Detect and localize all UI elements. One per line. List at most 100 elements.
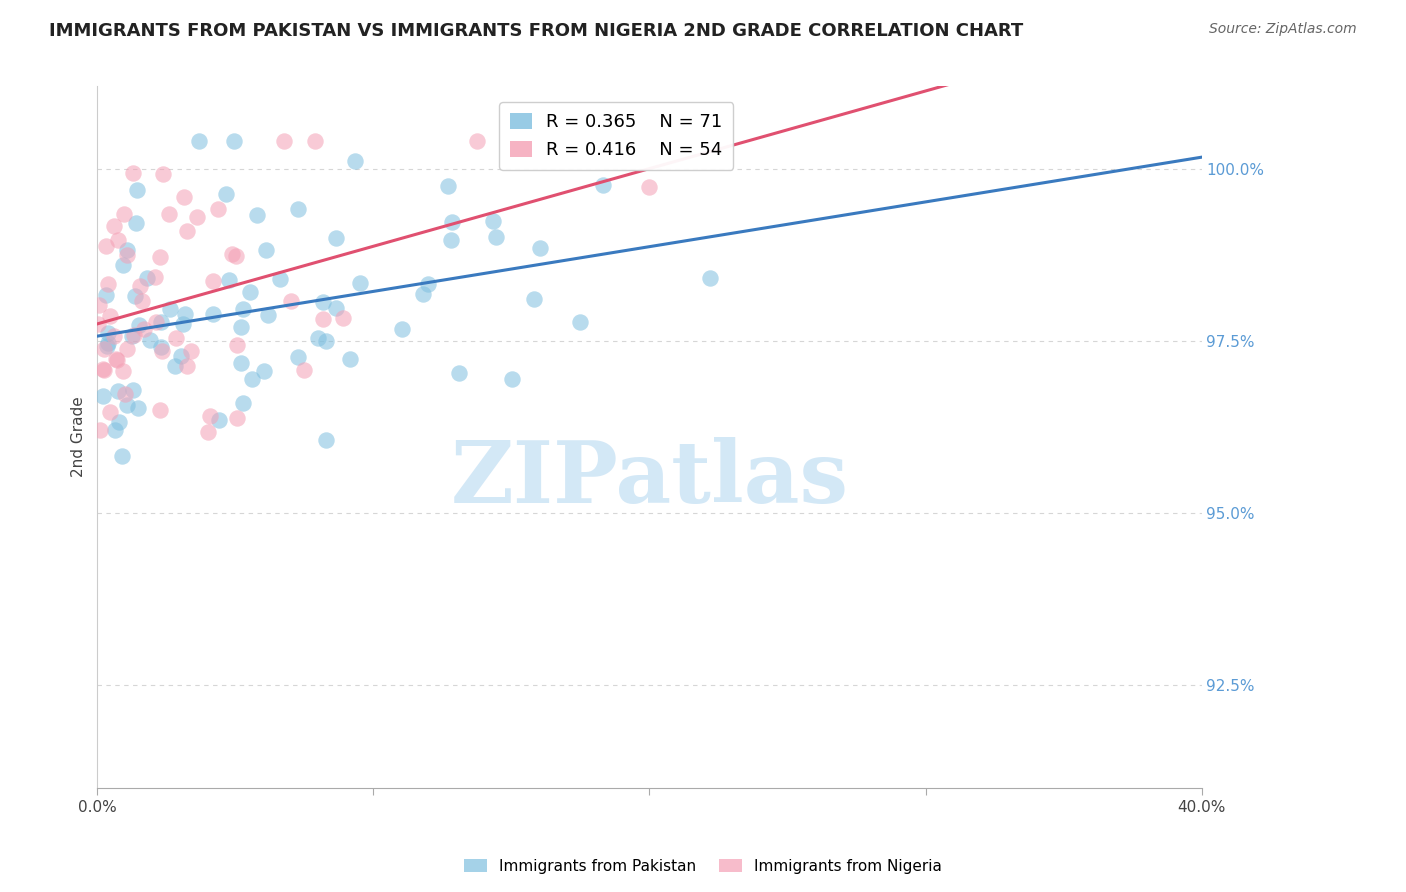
Point <box>225 249 247 263</box>
Point <box>157 207 180 221</box>
Point <box>592 178 614 193</box>
Point <box>104 423 127 437</box>
Point <box>307 331 329 345</box>
Point <box>269 271 291 285</box>
Point <box>226 337 249 351</box>
Point <box>122 166 145 180</box>
Point <box>529 241 551 255</box>
Point <box>91 389 114 403</box>
Point <box>287 202 309 216</box>
Point <box>239 285 262 300</box>
Point <box>107 384 129 399</box>
Legend: R = 0.365    N = 71, R = 0.416    N = 54: R = 0.365 N = 71, R = 0.416 N = 54 <box>499 103 734 169</box>
Point <box>169 349 191 363</box>
Y-axis label: 2nd Grade: 2nd Grade <box>72 397 86 477</box>
Point <box>111 364 134 378</box>
Point <box>312 311 335 326</box>
Point <box>112 207 135 221</box>
Point <box>115 247 138 261</box>
Point <box>312 295 335 310</box>
Point <box>304 134 326 148</box>
Point <box>197 425 219 439</box>
Point <box>93 363 115 377</box>
Point <box>149 250 172 264</box>
Point <box>121 329 143 343</box>
Point <box>159 302 181 317</box>
Point <box>94 239 117 253</box>
Point <box>412 286 434 301</box>
Point <box>165 331 187 345</box>
Point <box>93 342 115 356</box>
Point <box>115 398 138 412</box>
Point <box>501 372 523 386</box>
Point <box>440 214 463 228</box>
Point <box>180 344 202 359</box>
Point <box>440 233 463 247</box>
Point <box>224 134 246 148</box>
Point <box>173 190 195 204</box>
Point <box>523 292 546 306</box>
Point <box>215 186 238 201</box>
Point <box>273 134 295 148</box>
Point <box>292 363 315 377</box>
Point <box>198 409 221 423</box>
Point <box>124 289 146 303</box>
Point <box>122 327 145 342</box>
Point <box>485 230 508 244</box>
Point <box>229 356 252 370</box>
Point <box>221 247 243 261</box>
Point <box>89 298 111 312</box>
Point <box>143 269 166 284</box>
Point <box>136 271 159 285</box>
Point <box>111 450 134 464</box>
Point <box>125 183 148 197</box>
Point <box>315 434 337 448</box>
Point <box>97 277 120 292</box>
Point <box>226 411 249 425</box>
Point <box>121 384 143 398</box>
Point <box>115 243 138 257</box>
Point <box>152 167 174 181</box>
Point <box>132 322 155 336</box>
Point <box>145 316 167 330</box>
Point <box>98 310 121 324</box>
Point <box>94 288 117 302</box>
Point <box>436 179 458 194</box>
Point <box>107 233 129 247</box>
Point <box>103 329 125 343</box>
Point <box>188 134 211 148</box>
Text: IMMIGRANTS FROM PAKISTAN VS IMMIGRANTS FROM NIGERIA 2ND GRADE CORRELATION CHART: IMMIGRANTS FROM PAKISTAN VS IMMIGRANTS F… <box>49 22 1024 40</box>
Point <box>218 273 240 287</box>
Point <box>103 219 125 233</box>
Point <box>127 401 149 416</box>
Point <box>349 276 371 290</box>
Point <box>89 423 111 437</box>
Point <box>240 372 263 386</box>
Point <box>107 415 129 429</box>
Point <box>231 319 253 334</box>
Point <box>232 396 254 410</box>
Legend: Immigrants from Pakistan, Immigrants from Nigeria: Immigrants from Pakistan, Immigrants fro… <box>458 853 948 880</box>
Point <box>482 214 505 228</box>
Point <box>325 301 347 316</box>
Point <box>232 301 254 316</box>
Point <box>246 208 269 222</box>
Point <box>699 270 721 285</box>
Point <box>97 335 120 350</box>
Point <box>176 224 198 238</box>
Point <box>257 308 280 322</box>
Point <box>149 402 172 417</box>
Point <box>87 318 110 332</box>
Point <box>344 154 367 169</box>
Point <box>150 340 173 354</box>
Point <box>416 277 439 291</box>
Point <box>172 317 194 331</box>
Point <box>97 326 120 340</box>
Point <box>201 273 224 287</box>
Point <box>105 352 128 367</box>
Point <box>253 364 276 378</box>
Point <box>449 366 471 380</box>
Point <box>150 344 173 359</box>
Point <box>138 334 160 348</box>
Point <box>128 318 150 333</box>
